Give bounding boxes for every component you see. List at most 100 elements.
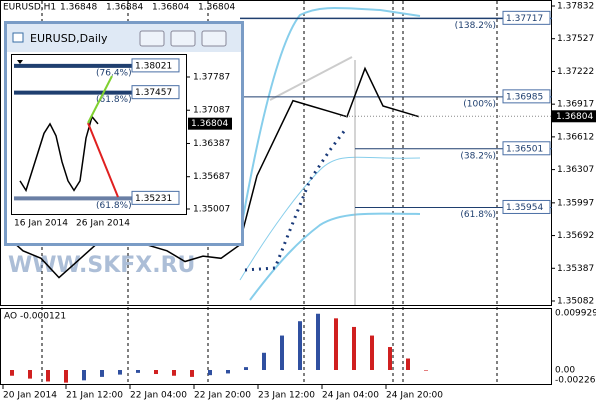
ao-bar <box>424 370 428 371</box>
osc-frame <box>0 308 552 385</box>
ao-bar <box>172 370 176 376</box>
envelope-upper <box>239 7 421 236</box>
ao-bar <box>118 370 122 375</box>
price-label: 1.35692 <box>557 231 594 241</box>
price-label: 1.37832 <box>557 2 594 12</box>
close-button[interactable] <box>201 30 227 47</box>
ao-bar <box>208 370 212 376</box>
price-label: 1.35997 <box>557 198 594 208</box>
time-label: 22 Jan 04:00 <box>130 391 187 401</box>
price-label: 1.36307 <box>557 165 594 175</box>
ao-bar <box>82 370 86 381</box>
ao-bar <box>370 335 374 370</box>
ao-bar <box>334 318 338 370</box>
level-ratio: (38.2%) <box>460 151 496 161</box>
price-label: 1.35082 <box>557 297 594 307</box>
maximize-button[interactable] <box>170 30 196 47</box>
inset-level-box <box>131 85 180 100</box>
time-label: 21 Jan 12:00 <box>66 391 123 401</box>
inset-level-ratio: (61.8%) <box>96 201 132 211</box>
ao-bar <box>46 370 50 382</box>
inset-price-label: 1.37087 <box>193 106 230 116</box>
header-open: 1.36848 <box>60 3 97 13</box>
ao-bar <box>64 370 68 383</box>
level-price: 1.36501 <box>506 144 543 154</box>
inset-projection <box>87 122 119 198</box>
price-label: 1.37527 <box>557 34 594 44</box>
level-ratio: (100%) <box>463 99 496 109</box>
level-box <box>502 141 551 156</box>
osc-axis-top: 0.009929 <box>555 309 596 319</box>
oscillator <box>10 313 428 383</box>
ao-bar <box>406 358 410 370</box>
price-label: 1.37222 <box>557 67 594 77</box>
time-label: 22 Jan 20:00 <box>194 391 251 401</box>
time-label: 23 Jan 12:00 <box>258 391 315 401</box>
ao-bar <box>352 326 356 370</box>
time-label: 24 Jan 04:00 <box>322 391 379 401</box>
level-price: 1.36985 <box>506 92 543 102</box>
price-line <box>4 66 420 279</box>
ao-bar <box>10 370 14 376</box>
inset-price-label: 1.35007 <box>193 205 230 215</box>
inset-price-label: 1.37787 <box>193 73 230 83</box>
inset-price-line <box>19 115 99 193</box>
inset-current-box <box>188 117 232 130</box>
level-price: 1.37717 <box>506 14 543 24</box>
ao-bar <box>190 370 194 377</box>
time-label: 20 Jan 2014 <box>3 391 57 401</box>
ao-bar <box>388 347 392 370</box>
inset-level-ratio: (61.8%) <box>96 95 132 105</box>
inset-current-price: 1.36804 <box>191 119 228 129</box>
inset-menu-arrow <box>17 60 23 64</box>
inset-time-label: 16 Jan 2014 <box>14 219 68 229</box>
ao-bar <box>280 335 284 370</box>
ao-bar <box>28 370 32 379</box>
minimize-button[interactable] <box>139 30 165 47</box>
envelope-mid <box>239 156 421 281</box>
inset-title: EURUSD,Daily <box>30 32 108 45</box>
ao-bar <box>226 370 230 374</box>
osc-label: AO -0.000121 <box>4 312 66 322</box>
inset-level-ratio: (76.4%) <box>96 68 132 78</box>
inset-price-label: 1.36387 <box>193 139 230 149</box>
time-label: 24 Jan 20:00 <box>386 391 443 401</box>
inset-projection <box>87 75 113 124</box>
inset-level-box <box>131 190 180 205</box>
inset-level-price: 1.35231 <box>135 194 172 204</box>
osc-axis-zero: 0.00 <box>555 366 575 376</box>
inset-window: EURUSD,Daily 1.37787 1.37087 1.36387 1.3568… <box>4 21 244 246</box>
level-price: 1.35954 <box>506 203 543 213</box>
ao-bar <box>244 367 248 370</box>
separators <box>41 1 498 384</box>
inset-level-price: 1.38021 <box>135 61 172 71</box>
ao-bar <box>100 370 104 377</box>
header-high: 1.36884 <box>106 3 143 13</box>
inset-time-label: 26 Jan 2014 <box>76 219 130 229</box>
ao-bar <box>136 370 140 373</box>
ao-bar <box>298 321 302 370</box>
ao-bar <box>154 370 158 375</box>
current-price: 1.36804 <box>556 112 593 122</box>
inset-level-box <box>131 58 180 73</box>
header-symbol: EURUSD,H1 <box>3 3 56 13</box>
osc-axis-bottom: -0.002268 <box>555 376 596 386</box>
trend-line <box>269 56 353 101</box>
inset-price-label: 1.35687 <box>193 172 230 182</box>
level-box <box>502 89 551 104</box>
ao-bar <box>316 313 320 370</box>
inset-plot <box>11 54 187 215</box>
level-box <box>502 199 551 214</box>
price-label: 1.36917 <box>557 100 594 110</box>
inset-level-price: 1.37457 <box>135 88 172 98</box>
price-label: 1.35387 <box>557 264 594 274</box>
level-ratio: (61.8%) <box>460 210 496 220</box>
level-box <box>502 10 551 25</box>
inset-icon <box>12 32 24 43</box>
ao-bar <box>262 352 266 370</box>
price-label: 1.36612 <box>557 132 594 142</box>
header-low: 1.36804 <box>152 3 189 13</box>
